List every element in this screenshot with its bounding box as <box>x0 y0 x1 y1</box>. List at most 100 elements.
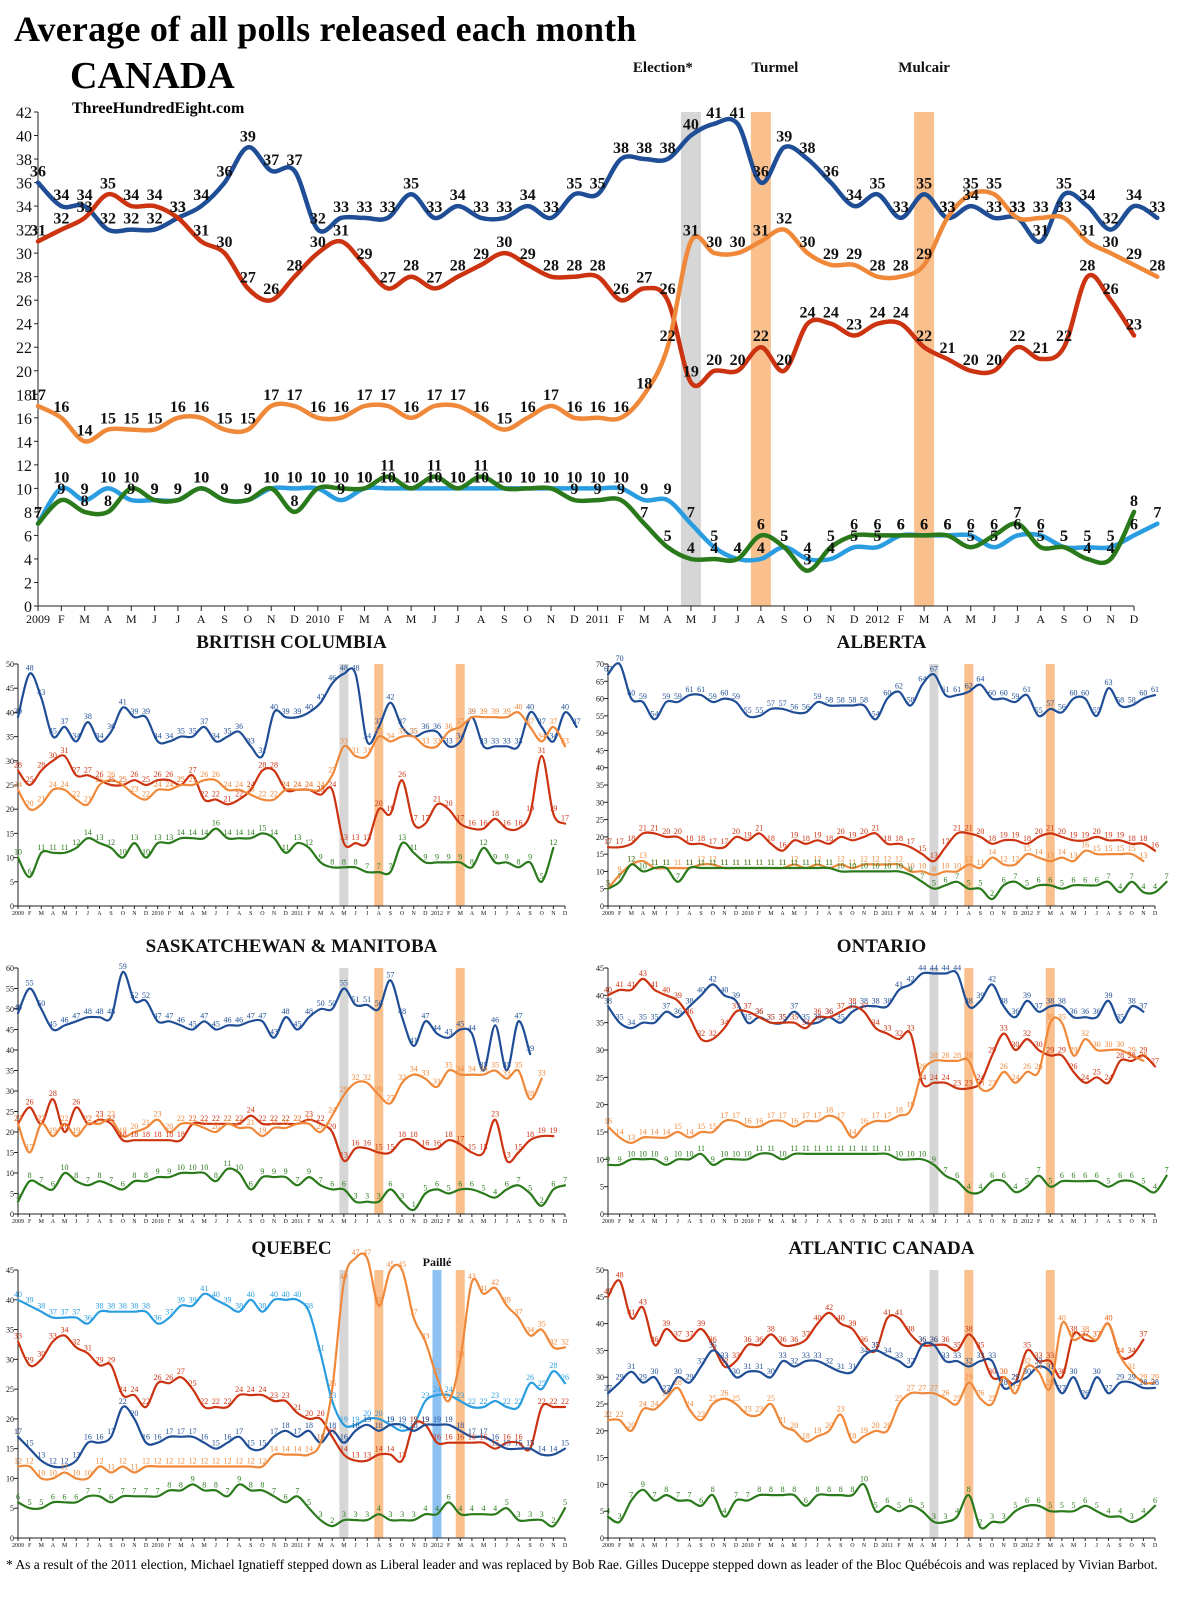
x-tick-label: D <box>1153 911 1158 917</box>
data-label-green: 4 <box>1118 1507 1122 1516</box>
data-label-liberal: 16 <box>456 1433 464 1442</box>
data-label-ndp: 12 <box>709 855 717 864</box>
data-label-conservative: 35 <box>403 175 419 192</box>
x-tick-label: M <box>792 1219 798 1225</box>
data-label-bloc: 31 <box>317 1343 325 1352</box>
data-label-green: 7 <box>653 1490 657 1499</box>
data-label-conservative: 39 <box>1104 991 1112 1000</box>
data-label-liberal: 17 <box>907 837 915 846</box>
data-label-ndp: 35 <box>491 1061 499 1070</box>
data-label-conservative: 60 <box>988 689 996 698</box>
data-label-conservative: 41 <box>119 698 127 707</box>
data-label-ndp: 12 <box>860 855 868 864</box>
data-label-liberal: 18 <box>883 834 891 843</box>
data-label-ndp: 17 <box>426 387 442 404</box>
y-tick-label: 15 <box>6 829 14 838</box>
data-label-ndp: 16 <box>566 399 582 416</box>
y-tick-label: 15 <box>596 850 604 859</box>
event-band <box>455 664 465 906</box>
data-label-green: 6 <box>1002 875 1006 884</box>
x-tick-label: 2012 <box>1021 1543 1033 1549</box>
y-tick-label: 5 <box>600 885 604 894</box>
data-label-ndp: 39 <box>375 1296 383 1305</box>
data-label-liberal: 18 <box>1128 834 1136 843</box>
data-label-ndp: 33 <box>340 736 348 745</box>
data-label-ndp: 33 <box>1056 199 1072 216</box>
data-label-ndp: 18 <box>895 1106 903 1115</box>
data-label-conservative: 37 <box>61 717 69 726</box>
data-label-conservative: 32 <box>965 1356 973 1365</box>
data-label-conservative: 35 <box>767 1013 775 1022</box>
data-label-liberal: 16 <box>352 1138 360 1147</box>
x-tick-label: N <box>132 1543 137 1549</box>
data-label-green: 4 <box>482 1504 486 1513</box>
data-label-ndp: 12 <box>142 1457 150 1466</box>
data-label-liberal: 18 <box>491 809 499 818</box>
y-tick-label: 10 <box>6 1474 14 1483</box>
data-label-green: 3 <box>618 1512 622 1521</box>
data-label-liberal: 16 <box>421 1138 429 1147</box>
x-tick-label: O <box>1083 612 1092 626</box>
data-label-ndp: 34 <box>410 1065 418 1074</box>
data-label-conservative: 37 <box>200 717 208 726</box>
data-label-green: 8 <box>28 1171 32 1180</box>
y-tick-label: 40 <box>596 1320 604 1329</box>
data-label-conservative: 39 <box>732 991 740 1000</box>
data-label-liberal: 18 <box>130 1130 138 1139</box>
data-label-ndp: 12 <box>627 855 635 864</box>
data-label-liberal: 13 <box>340 1151 348 1160</box>
y-tick-label: 40 <box>6 1296 14 1305</box>
data-label-liberal: 16 <box>445 1433 453 1442</box>
data-label-green: 6 <box>74 1492 78 1501</box>
event-band <box>339 968 349 1214</box>
x-tick-label: J <box>494 1219 497 1225</box>
data-label-conservative: 40 <box>697 985 705 994</box>
data-label-ndp: 14 <box>282 1445 290 1454</box>
data-label-ndp: 17 <box>720 1111 728 1120</box>
data-label-ndp: 17 <box>802 1111 810 1120</box>
data-label-green: 8 <box>330 857 334 866</box>
series-line-conservative <box>16 1405 567 1469</box>
data-label-bloc: 10 <box>193 469 209 486</box>
data-label-green: 6 <box>342 1179 346 1188</box>
data-label-bloc: 38 <box>119 1302 127 1311</box>
x-tick-label: A <box>687 1543 692 1549</box>
data-label-liberal: 20 <box>1035 827 1043 836</box>
x-tick-label: M <box>458 1543 464 1549</box>
x-tick-label: O <box>540 911 545 917</box>
x-tick-label: 2009 <box>602 1219 614 1225</box>
series-line-ndp <box>606 849 1145 890</box>
data-label-liberal: 33 <box>732 1351 740 1360</box>
data-label-conservative: 60 <box>720 689 728 698</box>
data-label-conservative: 32 <box>1103 211 1119 228</box>
data-label-conservative: 34 <box>1079 187 1095 204</box>
data-label-liberal: 33 <box>907 1024 915 1033</box>
data-label-liberal: 18 <box>685 834 693 843</box>
data-label-liberal: 33 <box>1000 1024 1008 1033</box>
data-label-bloc: 6 <box>1013 516 1021 533</box>
x-tick-label: J <box>944 1219 947 1225</box>
data-label-ndp: 31 <box>683 222 699 239</box>
x-tick-label: F <box>168 1219 172 1225</box>
data-label-ndp: 15 <box>1093 844 1101 853</box>
data-label-ndp: 23 <box>744 1405 752 1414</box>
x-tick-label: O <box>260 1219 265 1225</box>
event-band <box>929 968 939 1214</box>
x-tick-label: J <box>677 1543 680 1549</box>
data-label-ndp: 19 <box>813 1426 821 1435</box>
data-label-liberal: 16 <box>468 819 476 828</box>
data-label-liberal: 30 <box>1011 1040 1019 1049</box>
x-tick-label: A <box>1106 911 1111 917</box>
data-label-green: 7 <box>676 1490 680 1499</box>
x-tick-label: N <box>547 612 556 626</box>
data-label-green: 8 <box>214 1171 218 1180</box>
data-label-ndp: 25 <box>328 1379 336 1388</box>
data-label-ndp: 28 <box>942 1051 950 1060</box>
data-label-liberal: 24 <box>823 305 839 322</box>
data-label-conservative: 56 <box>1058 702 1066 711</box>
data-label-liberal: 17 <box>328 1427 336 1436</box>
data-label-green: 3 <box>377 1192 381 1201</box>
data-label-green: 11 <box>474 458 489 475</box>
data-label-ndp: 21 <box>37 794 45 803</box>
